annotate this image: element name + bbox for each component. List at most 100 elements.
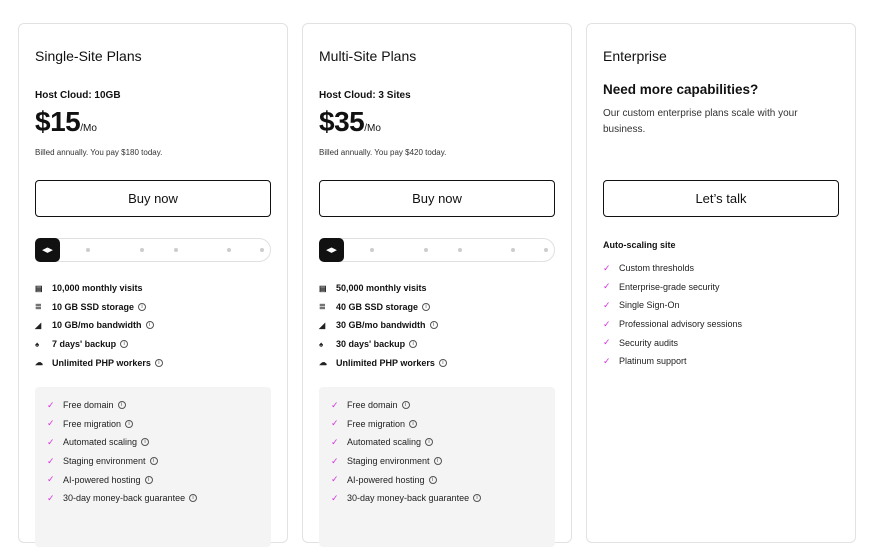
perk-item: ✓ Automated scaling i — [331, 433, 555, 452]
enterprise-description: Our custom enterprise plans scale with y… — [603, 108, 798, 135]
info-icon[interactable]: i — [145, 321, 154, 330]
info-icon[interactable]: i — [189, 494, 198, 503]
slider-step-dot[interactable] — [260, 248, 264, 252]
feature-text: 7 days' backup — [52, 339, 117, 350]
feature-item: ≣ 10 GB SSD storage i — [35, 298, 163, 317]
check-icon: ✓ — [331, 418, 339, 429]
info-icon[interactable]: i — [425, 438, 434, 447]
slider-step-dot[interactable] — [544, 248, 548, 252]
check-icon: ✓ — [603, 318, 611, 329]
plan-price: $35/Mo — [319, 106, 381, 138]
perk-text: Free domain — [347, 400, 398, 411]
feature-item: ≣ 40 GB SSD storage i — [319, 298, 447, 317]
plan-title: Single-Site Plans — [35, 48, 142, 64]
info-icon[interactable]: i — [125, 419, 134, 428]
info-icon[interactable]: i — [138, 302, 147, 311]
feature-item: ♠ 7 days' backup i — [35, 335, 163, 354]
info-icon[interactable]: i — [473, 494, 482, 503]
feature-item: ▤ 10,000 monthly visits — [35, 279, 163, 298]
info-icon[interactable]: i — [422, 302, 431, 311]
slider-step-dot[interactable] — [174, 248, 178, 252]
feature-item: ☁ Unlimited PHP workers i — [319, 353, 447, 372]
feature-item: ♠ 30 days' backup i — [319, 335, 447, 354]
plan-title: Multi-Site Plans — [319, 48, 417, 64]
feature-text: Enterprise-grade security — [619, 281, 720, 292]
lets-talk-button[interactable]: Let’s talk — [603, 180, 839, 217]
info-icon[interactable]: i — [401, 401, 410, 410]
feature-text: Unlimited PHP workers — [336, 357, 435, 368]
perks-box: ✓ Free domain i ✓ Free migration i ✓ Automated … — [35, 387, 271, 547]
enterprise-features: ✓ Custom thresholds ✓ Enterprise-grade secu… — [603, 259, 742, 371]
feature-text: 30 GB/mo bandwidth — [336, 320, 426, 331]
check-icon: ✓ — [47, 436, 55, 447]
enterprise-feature-item: ✓ Single Sign-On — [603, 296, 742, 315]
plan-slider[interactable]: ◀▶ — [319, 238, 555, 262]
buy-now-button[interactable]: Buy now — [35, 180, 271, 217]
enterprise-subheading: Auto-scaling site — [603, 240, 676, 250]
slider-step-dot[interactable] — [140, 248, 144, 252]
plan-price: $15/Mo — [35, 106, 97, 138]
info-icon[interactable]: i — [117, 401, 126, 410]
price-period: /Mo — [80, 123, 97, 134]
info-icon[interactable]: i — [409, 419, 418, 428]
enterprise-feature-item: ✓ Professional advisory sessions — [603, 315, 742, 334]
perk-item: ✓ AI-powered hosting i — [331, 470, 555, 489]
check-icon: ✓ — [603, 299, 611, 310]
info-icon[interactable]: i — [141, 438, 150, 447]
perk-text: Automated scaling — [63, 437, 138, 448]
enterprise-feature-item: ✓ Security audits — [603, 333, 742, 352]
info-icon[interactable]: i — [120, 340, 129, 349]
perk-text: 30-day money-back guarantee — [63, 493, 186, 504]
slider-step-dot[interactable] — [458, 248, 462, 252]
perk-text: Free migration — [347, 418, 406, 429]
slider-step-dot[interactable] — [86, 248, 90, 252]
slider-step-dot[interactable] — [370, 248, 374, 252]
feature-item: ▤ 50,000 monthly visits — [319, 279, 447, 298]
perk-item: ✓ AI-powered hosting i — [47, 470, 271, 489]
feature-text: 50,000 monthly visits — [336, 283, 427, 294]
billing-note: Billed annually. You pay $420 today. — [319, 148, 447, 157]
check-icon: ✓ — [331, 399, 339, 410]
perk-text: 30-day money-back guarantee — [347, 493, 470, 504]
enterprise-feature-item: ✓ Enterprise-grade security — [603, 278, 742, 297]
slider-handle[interactable]: ◀▶ — [319, 238, 344, 262]
perk-text: Free domain — [63, 400, 114, 411]
info-icon[interactable]: i — [428, 475, 437, 484]
info-icon[interactable]: i — [433, 457, 442, 466]
plan-card: Multi-Site Plans Host Cloud: 3 Sites $35/M… — [302, 23, 572, 547]
perk-text: Free migration — [63, 418, 122, 429]
perk-item: ✓ Staging environment i — [331, 452, 555, 471]
enterprise-card: Enterprise Need more capabilities? Our c… — [586, 23, 856, 543]
check-icon: ✓ — [603, 281, 611, 292]
enterprise-heading: Need more capabilities? — [603, 82, 759, 97]
feature-list: ▤ 10,000 monthly visits ≣ 10 GB SSD storage… — [35, 279, 163, 372]
feature-text: Custom thresholds — [619, 263, 695, 274]
info-icon[interactable]: i — [409, 340, 418, 349]
plan-slider[interactable]: ◀▶ — [35, 238, 271, 262]
info-icon[interactable]: i — [149, 457, 158, 466]
slider-step-dot[interactable] — [424, 248, 428, 252]
check-icon: ✓ — [603, 262, 611, 273]
perk-text: Staging environment — [63, 456, 146, 467]
perk-item: ✓ Free domain i — [331, 396, 555, 415]
buy-now-button[interactable]: Buy now — [319, 180, 555, 217]
info-icon[interactable]: i — [154, 358, 163, 367]
perk-item: ✓ Automated scaling i — [47, 433, 271, 452]
feature-item: ☁ Unlimited PHP workers i — [35, 353, 163, 372]
check-icon: ✓ — [603, 337, 611, 348]
info-icon[interactable]: i — [438, 358, 447, 367]
enterprise-feature-item: ✓ Platinum support — [603, 352, 742, 371]
slider-step-dot[interactable] — [511, 248, 515, 252]
feature-text: 40 GB SSD storage — [336, 301, 419, 312]
php-workers-icon: ☁ — [35, 358, 43, 368]
info-icon[interactable]: i — [429, 321, 438, 330]
slider-step-dot[interactable] — [227, 248, 231, 252]
plan-host: Host Cloud: 3 Sites — [319, 90, 411, 101]
feature-text: 10 GB/mo bandwidth — [52, 320, 142, 331]
feature-text: Single Sign-On — [619, 300, 680, 311]
check-icon: ✓ — [47, 418, 55, 429]
backup-icon: ♠ — [35, 339, 40, 349]
info-icon[interactable]: i — [144, 475, 153, 484]
slider-handle[interactable]: ◀▶ — [35, 238, 60, 262]
feature-text: 30 days' backup — [336, 339, 406, 350]
